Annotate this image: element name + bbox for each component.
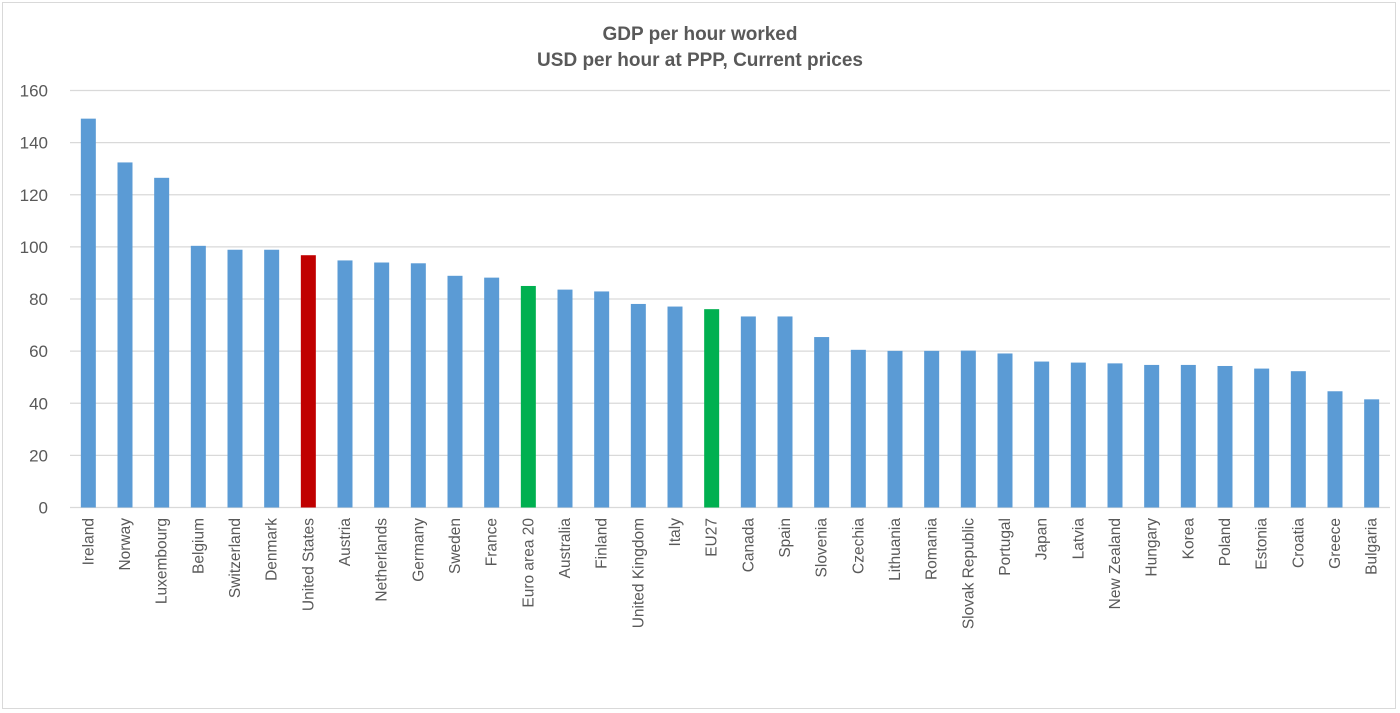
bar-korea xyxy=(1180,364,1196,508)
bar-bulgaria xyxy=(1364,399,1380,508)
y-tick-label: 40 xyxy=(29,394,48,413)
x-tick-label: Latvia xyxy=(1070,518,1087,560)
x-tick-label: Australia xyxy=(557,518,574,579)
x-tick-label: Denmark xyxy=(264,518,281,581)
bar-hungary xyxy=(1144,364,1160,508)
bar-croatia xyxy=(1290,371,1306,508)
y-tick-label: 0 xyxy=(39,499,48,518)
x-tick-label: Hungary xyxy=(1144,518,1161,577)
bar-united-states xyxy=(300,255,316,508)
bar-czechia xyxy=(850,349,866,508)
x-tick-label: Netherlands xyxy=(374,518,391,602)
bar-luxembourg xyxy=(154,177,170,508)
bar-japan xyxy=(1034,361,1050,508)
bar-romania xyxy=(924,350,940,508)
y-tick-label: 120 xyxy=(20,186,48,205)
x-tick-label: EU27 xyxy=(704,518,721,557)
x-tick-label: New Zealand xyxy=(1107,518,1124,609)
x-tick-label: Korea xyxy=(1180,518,1197,560)
x-tick-label: Greece xyxy=(1327,518,1344,569)
bar-france xyxy=(484,277,500,508)
x-tick-label: Luxembourg xyxy=(154,518,171,604)
x-tick-label: Bulgaria xyxy=(1364,518,1381,575)
bar-estonia xyxy=(1254,368,1270,508)
bar-austria xyxy=(337,260,353,508)
y-tick-label: 60 xyxy=(29,342,48,361)
x-tick-label: Switzerland xyxy=(227,518,244,598)
x-tick-label: Germany xyxy=(410,518,427,582)
x-tick-label: Portugal xyxy=(997,518,1014,576)
x-tick-label: Ireland xyxy=(80,518,97,565)
bar-norway xyxy=(117,162,133,508)
bar-poland xyxy=(1217,365,1233,508)
y-tick-label: 140 xyxy=(20,134,48,153)
bar-germany xyxy=(410,263,426,508)
bar-greece xyxy=(1327,391,1343,508)
bar-slovak-republic xyxy=(960,350,976,508)
y-tick-label: 100 xyxy=(20,238,48,257)
bar-ireland xyxy=(80,118,96,508)
bar-slovenia xyxy=(814,337,830,508)
x-tick-label: Euro area 20 xyxy=(520,518,537,608)
x-tick-label: France xyxy=(484,518,501,566)
y-tick-label: 160 xyxy=(20,82,48,101)
bar-euro-area-20 xyxy=(520,285,536,508)
bar-denmark xyxy=(264,249,280,508)
x-tick-label: Slovak Republic xyxy=(960,518,977,629)
bar-portugal xyxy=(997,353,1013,508)
bar-united-kingdom xyxy=(630,303,646,508)
x-tick-label: Czechia xyxy=(850,518,867,574)
x-tick-label: Austria xyxy=(337,518,354,567)
chart-title: GDP per hour worked xyxy=(602,24,798,45)
x-tick-label: Norway xyxy=(117,518,134,571)
x-tick-label: Italy xyxy=(667,518,684,547)
x-tick-label: Poland xyxy=(1217,518,1234,566)
x-tick-label: Belgium xyxy=(190,518,207,574)
x-tick-label: Canada xyxy=(740,518,757,573)
y-tick-label: 20 xyxy=(29,446,48,465)
bar-spain xyxy=(777,316,793,508)
x-tick-label: United Kingdom xyxy=(630,518,647,628)
chart-subtitle: USD per hour at PPP, Current prices xyxy=(537,50,863,71)
bar-finland xyxy=(594,291,610,508)
bar-italy xyxy=(667,306,683,508)
x-tick-label: Japan xyxy=(1034,518,1051,560)
x-tick-label: Finland xyxy=(594,518,611,569)
bar-canada xyxy=(740,316,756,508)
x-tick-label: Lithuania xyxy=(887,518,904,581)
x-tick-label: Estonia xyxy=(1254,518,1271,570)
bar-australia xyxy=(557,289,573,508)
bar-eu27 xyxy=(704,309,720,508)
x-tick-label: Croatia xyxy=(1290,518,1307,568)
x-tick-label: United States xyxy=(300,518,317,611)
x-tick-label: Slovenia xyxy=(814,518,831,578)
bar-lithuania xyxy=(887,350,903,508)
bar-belgium xyxy=(190,245,206,508)
y-tick-label: 80 xyxy=(29,290,48,309)
bar-netherlands xyxy=(374,262,390,508)
x-tick-label: Spain xyxy=(777,518,794,558)
bar-switzerland xyxy=(227,249,243,508)
x-tick-label: Romania xyxy=(924,518,941,580)
bar-sweden xyxy=(447,275,463,508)
x-tick-label: Sweden xyxy=(447,518,464,574)
bar-new-zealand xyxy=(1107,363,1123,508)
bar-latvia xyxy=(1070,362,1086,508)
